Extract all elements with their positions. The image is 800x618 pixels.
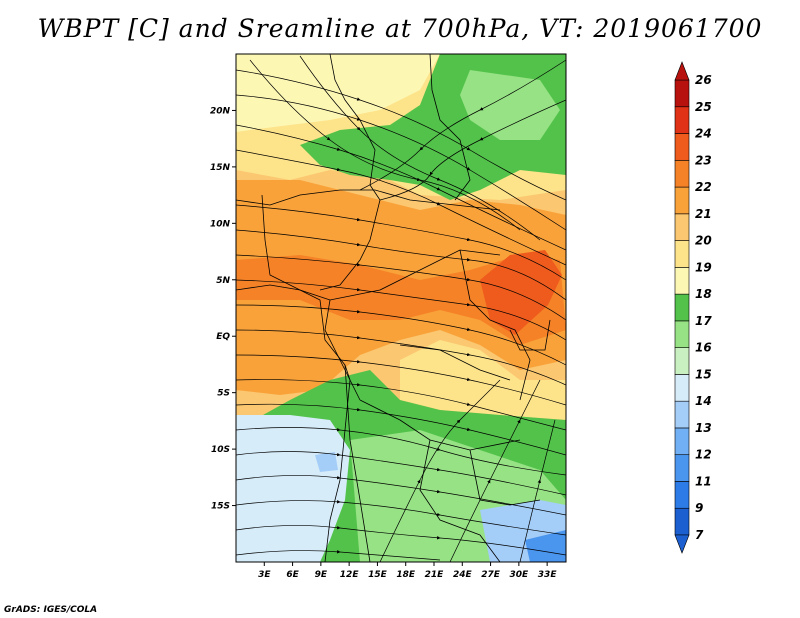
colorbar-segment bbox=[674, 159, 690, 188]
x-tick-label: 15E bbox=[368, 570, 388, 580]
colorbar-label: 15 bbox=[695, 367, 712, 381]
streamline bbox=[236, 254, 566, 321]
y-tick-label: EQ bbox=[216, 332, 230, 342]
x-tick-label: 33E bbox=[538, 570, 558, 580]
x-tick-label: 18E bbox=[396, 570, 416, 580]
y-tick-label: 15N bbox=[210, 163, 231, 173]
streamline bbox=[236, 304, 566, 366]
colorbar-segment bbox=[674, 400, 690, 429]
streamline bbox=[379, 99, 566, 201]
y-tick-label: 5S bbox=[217, 389, 230, 399]
colorbar-segment bbox=[674, 347, 690, 375]
colorbar-label: 18 bbox=[695, 287, 712, 301]
colorbar-label: 9 bbox=[695, 501, 703, 515]
colorbar-segment bbox=[674, 374, 690, 402]
y-axis-ticks: 20N 15N 10N 5N EQ 5S 10S 15S bbox=[210, 106, 236, 512]
border-line bbox=[509, 319, 551, 351]
streamline bbox=[236, 550, 441, 561]
colorbar-segment bbox=[674, 293, 690, 322]
streamline bbox=[236, 475, 566, 516]
x-tick-label: 30E bbox=[510, 570, 530, 580]
y-tick-label: 15S bbox=[211, 502, 230, 512]
x-tick-label: 6E bbox=[286, 570, 299, 580]
colorbar-label: 22 bbox=[695, 180, 712, 194]
colorbar-label: 17 bbox=[695, 314, 712, 328]
colorbar-label: 20 bbox=[695, 234, 712, 248]
streamline bbox=[236, 379, 566, 431]
colorbar-label: 13 bbox=[695, 421, 712, 435]
wbpt-field-southwest-cold bbox=[236, 415, 350, 562]
colorbar-label: 12 bbox=[695, 448, 712, 462]
streamline bbox=[236, 500, 566, 536]
coastline bbox=[236, 284, 351, 562]
colorbar-segment bbox=[674, 213, 690, 241]
streamline bbox=[236, 229, 566, 301]
map-title: WBPT [C] and Sreamline at 700hPa, VT: 20… bbox=[37, 14, 763, 43]
colorbar-segment bbox=[674, 454, 690, 482]
x-tick-label: 12E bbox=[340, 570, 360, 580]
colorbar-segment bbox=[674, 481, 690, 509]
streamline bbox=[359, 59, 566, 191]
colorbar-segment bbox=[674, 507, 690, 536]
wbpt-field-southeast-deepblue bbox=[525, 530, 566, 562]
colorbar-label: 11 bbox=[695, 474, 712, 488]
x-tick-label: 27E bbox=[481, 570, 501, 580]
wbpt-field-cool-patch bbox=[315, 452, 338, 472]
plot-frame bbox=[235, 53, 567, 563]
wbpt-field-west-blue bbox=[236, 535, 255, 562]
streamline bbox=[236, 204, 566, 281]
x-tick-label: 21E bbox=[425, 570, 445, 580]
x-tick-label: 9E bbox=[315, 570, 328, 580]
colorbar-segment bbox=[674, 133, 690, 161]
y-tick-label: 10N bbox=[210, 219, 231, 229]
colorbar-segment bbox=[674, 79, 690, 108]
streamline bbox=[236, 279, 566, 341]
streamline bbox=[236, 525, 566, 556]
wbpt-field-red-hotspot bbox=[480, 250, 562, 335]
colorbar-label: 23 bbox=[695, 153, 712, 167]
streamline bbox=[236, 149, 566, 266]
colorbar-label: 16 bbox=[695, 341, 712, 355]
wbpt-field-northeast-lightgreen bbox=[460, 70, 560, 140]
colorbar-label: 26 bbox=[695, 73, 712, 87]
colorbar-label: 24 bbox=[695, 127, 712, 141]
colorbar-label: 25 bbox=[695, 100, 712, 114]
y-tick-label: 20N bbox=[210, 106, 231, 116]
y-tick-label: 10S bbox=[211, 445, 230, 455]
x-tick-label: 3E bbox=[258, 570, 271, 580]
colorbar-label: 19 bbox=[695, 260, 712, 274]
colorbar-bottom-arrow bbox=[674, 534, 690, 554]
colorbar-segment bbox=[674, 267, 690, 295]
colorbar-segment bbox=[674, 320, 690, 348]
streamline bbox=[449, 379, 541, 562]
streamline bbox=[379, 379, 501, 562]
colorbar-label: 7 bbox=[695, 528, 704, 542]
colorbar-segment bbox=[674, 106, 690, 134]
streamlines bbox=[236, 55, 566, 562]
colorbar-top-arrow bbox=[674, 61, 690, 81]
streamline bbox=[519, 419, 556, 562]
colorbar-label: 21 bbox=[695, 207, 712, 221]
border-line bbox=[469, 449, 541, 506]
colorbar-segment bbox=[674, 427, 690, 456]
colorbar: 7 9 11 12 13 14 15 16 17 18 19 20 21 22 23 24 25 26 bbox=[674, 61, 712, 554]
streamline bbox=[236, 329, 566, 386]
colorbar-segment bbox=[674, 240, 690, 268]
y-tick-label: 5N bbox=[216, 276, 230, 286]
streamline bbox=[236, 354, 566, 406]
x-tick-label: 24E bbox=[453, 570, 473, 580]
x-axis-ticks: 3E 6E 9E 12E 15E 18E 21E 24E 27E 30E 33E bbox=[258, 562, 557, 580]
colorbar-segment bbox=[674, 186, 690, 215]
grads-credit: GrADS: IGES/COLA bbox=[4, 605, 98, 615]
colorbar-label: 14 bbox=[695, 394, 712, 408]
